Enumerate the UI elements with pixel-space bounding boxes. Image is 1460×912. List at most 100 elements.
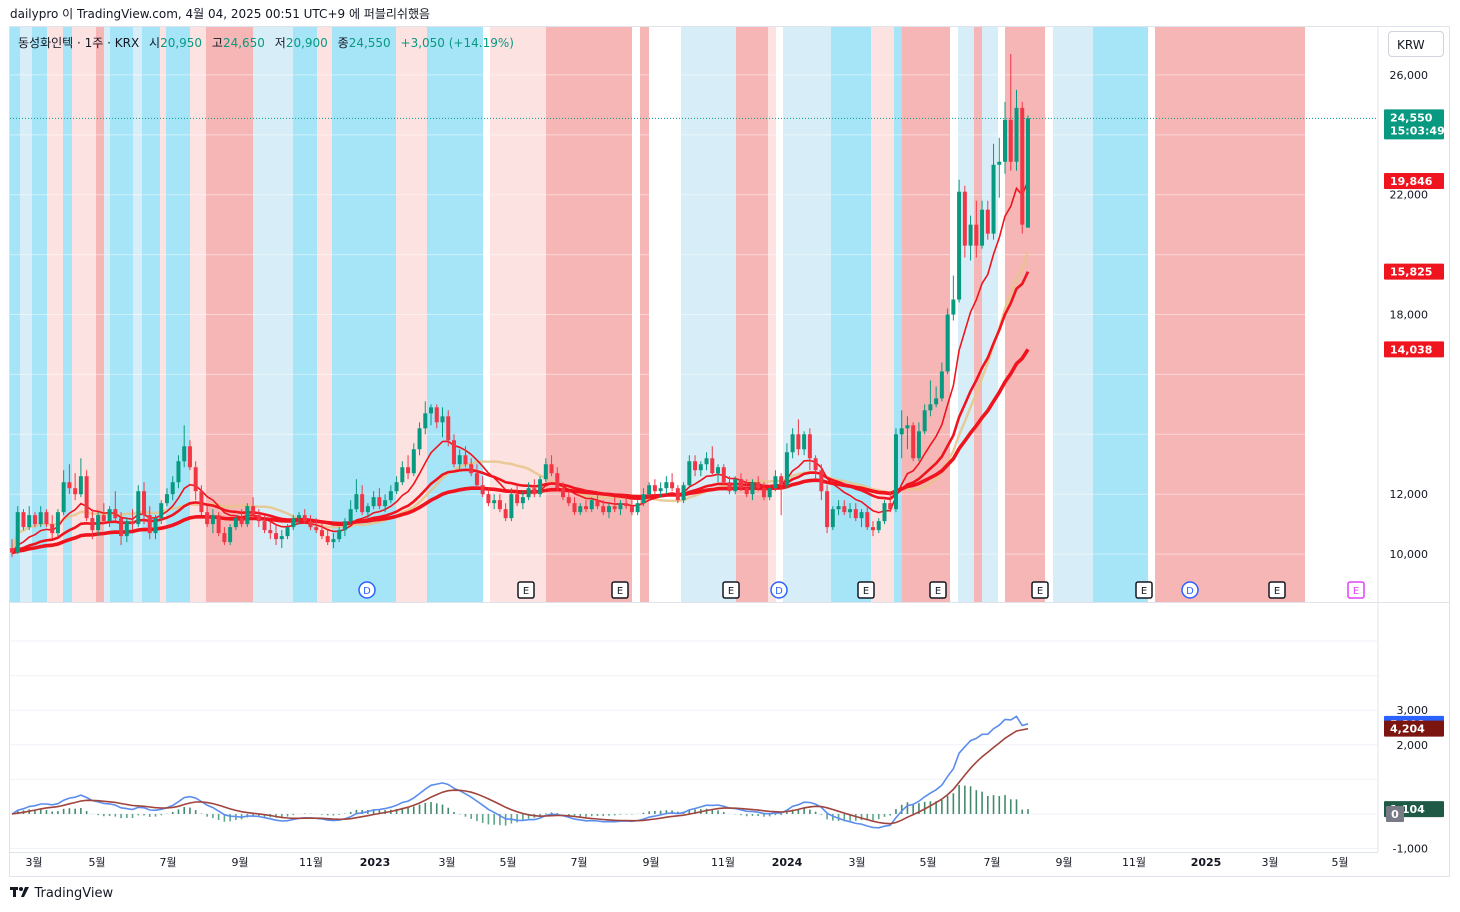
regime-band bbox=[63, 27, 72, 602]
regime-band bbox=[546, 27, 632, 602]
time-tick-label: 5월 bbox=[88, 856, 105, 869]
candle-body bbox=[1020, 107, 1025, 225]
candle-body bbox=[664, 482, 669, 489]
low-value: 20,900 bbox=[285, 36, 328, 50]
currency-button[interactable]: KRW bbox=[1388, 31, 1444, 57]
candle-body bbox=[377, 497, 382, 507]
candle-body bbox=[802, 434, 807, 450]
regime-band bbox=[1155, 27, 1305, 602]
open-value: 20,950 bbox=[160, 36, 203, 50]
earnings-marker-icon bbox=[517, 581, 535, 599]
candle-body bbox=[578, 506, 583, 513]
regime-band bbox=[640, 27, 649, 602]
candle-body bbox=[738, 479, 743, 489]
candle-body bbox=[233, 518, 238, 528]
regime-band bbox=[72, 27, 96, 602]
candle-body bbox=[96, 515, 101, 531]
candle-body bbox=[945, 314, 950, 372]
candle-body bbox=[279, 536, 284, 540]
candle-body bbox=[193, 467, 198, 492]
candle-body bbox=[101, 515, 106, 522]
candle-body bbox=[497, 500, 502, 510]
candle-body bbox=[480, 485, 485, 495]
macd-tick-label: -1,000 bbox=[1393, 843, 1428, 856]
candle-body bbox=[761, 488, 766, 498]
close-value: 24,550 bbox=[348, 36, 391, 50]
time-tick-label: 3월 bbox=[438, 856, 455, 869]
tradingview-logo[interactable]: TradingView bbox=[10, 885, 113, 901]
candle-body bbox=[693, 461, 698, 471]
candle-body bbox=[589, 500, 594, 510]
candle-body bbox=[84, 476, 89, 519]
candle-body bbox=[704, 458, 709, 465]
candle-body bbox=[825, 491, 830, 528]
regime-band bbox=[160, 27, 166, 602]
candle-body bbox=[773, 476, 778, 489]
candle-body bbox=[1003, 119, 1008, 162]
candle-body bbox=[434, 407, 439, 423]
candle-body bbox=[871, 527, 875, 531]
candle-body bbox=[388, 491, 393, 501]
candle-body bbox=[934, 398, 939, 405]
regime-band bbox=[958, 27, 974, 602]
candle-body bbox=[744, 488, 749, 495]
event-marker-label: D bbox=[775, 586, 783, 597]
earnings-marker-icon bbox=[722, 581, 740, 599]
regime-band bbox=[142, 27, 160, 602]
candle-body bbox=[142, 491, 147, 516]
candle-body bbox=[876, 521, 881, 531]
time-tick-label: 11월 bbox=[1122, 856, 1146, 869]
candle-body bbox=[515, 494, 520, 504]
close-label: 종 bbox=[337, 36, 349, 50]
signal-value-label-box bbox=[1384, 720, 1444, 737]
candle-body bbox=[73, 488, 78, 495]
candle-body bbox=[911, 425, 916, 459]
candle-body bbox=[974, 224, 979, 246]
regime-band bbox=[902, 27, 950, 602]
time-tick-label: 5월 bbox=[499, 856, 516, 869]
candle-body bbox=[796, 434, 801, 450]
candle-body bbox=[727, 482, 732, 492]
candle-body bbox=[451, 440, 456, 465]
time-tick-label: 11월 bbox=[711, 856, 735, 869]
ma-value-label: 14,038 bbox=[1390, 343, 1432, 356]
zero-label: 0 bbox=[1391, 808, 1399, 821]
regime-band bbox=[736, 27, 768, 602]
candle-body bbox=[319, 530, 324, 537]
candle-body bbox=[848, 509, 853, 513]
chart-frame[interactable] bbox=[9, 26, 1450, 877]
candle-body bbox=[968, 224, 973, 246]
event-marker-label: E bbox=[617, 586, 623, 597]
time-tick-label: 11월 bbox=[299, 856, 323, 869]
candle-body bbox=[710, 458, 715, 474]
symbol-name[interactable]: 동성화인텍 · 1주 · KRX bbox=[18, 36, 140, 50]
candle-body bbox=[342, 521, 347, 531]
candle-body bbox=[32, 515, 37, 525]
time-tick-label: 7월 bbox=[159, 856, 176, 869]
ma-value-label-box bbox=[1384, 173, 1444, 190]
ma-value-label: 19,846 bbox=[1390, 175, 1433, 188]
candle-body bbox=[807, 434, 812, 459]
footer-brand: TradingView bbox=[34, 886, 114, 901]
candle-body bbox=[302, 515, 307, 522]
open-label: 시 bbox=[149, 36, 161, 50]
candle-body bbox=[394, 482, 399, 492]
candle-body bbox=[119, 518, 124, 537]
candle-body bbox=[216, 515, 221, 534]
candle-body bbox=[859, 512, 864, 519]
price-tick-label: 22,000 bbox=[1390, 189, 1429, 202]
candle-body bbox=[687, 461, 692, 486]
ma-long-line bbox=[11, 348, 1030, 555]
signal-value-label: 4,204 bbox=[1390, 723, 1425, 736]
time-tick-label: 5월 bbox=[919, 856, 936, 869]
event-marker-label: E bbox=[1141, 586, 1147, 597]
regime-band bbox=[427, 27, 483, 602]
candle-body bbox=[274, 533, 279, 540]
candle-body bbox=[538, 479, 543, 495]
candle-body bbox=[360, 494, 365, 513]
candle-body bbox=[337, 530, 342, 540]
candle-body bbox=[417, 428, 422, 450]
candle-body bbox=[836, 506, 841, 510]
